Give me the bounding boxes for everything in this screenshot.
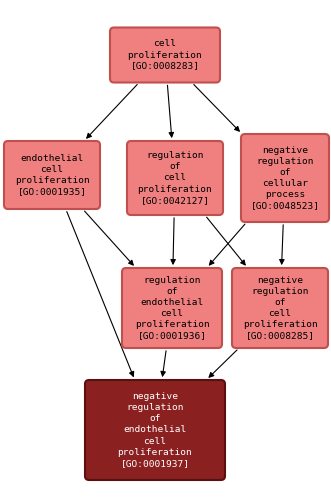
FancyBboxPatch shape bbox=[241, 134, 329, 222]
Text: negative
regulation
of
endothelial
cell
proliferation
[GO:0001937]: negative regulation of endothelial cell … bbox=[118, 392, 192, 468]
FancyBboxPatch shape bbox=[4, 141, 100, 209]
Text: cell
proliferation
[GO:0008283]: cell proliferation [GO:0008283] bbox=[128, 39, 202, 71]
Text: negative
regulation
of
cell
proliferation
[GO:0008285]: negative regulation of cell proliferatio… bbox=[243, 276, 317, 340]
FancyBboxPatch shape bbox=[122, 268, 222, 348]
Text: regulation
of
endothelial
cell
proliferation
[GO:0001936]: regulation of endothelial cell prolifera… bbox=[135, 276, 210, 340]
FancyBboxPatch shape bbox=[232, 268, 328, 348]
FancyBboxPatch shape bbox=[110, 27, 220, 83]
Text: regulation
of
cell
proliferation
[GO:0042127]: regulation of cell proliferation [GO:004… bbox=[138, 151, 213, 205]
FancyBboxPatch shape bbox=[85, 380, 225, 480]
Text: negative
regulation
of
cellular
process
[GO:0048523]: negative regulation of cellular process … bbox=[251, 146, 319, 210]
Text: endothelial
cell
proliferation
[GO:0001935]: endothelial cell proliferation [GO:00019… bbox=[15, 154, 89, 196]
FancyBboxPatch shape bbox=[127, 141, 223, 215]
